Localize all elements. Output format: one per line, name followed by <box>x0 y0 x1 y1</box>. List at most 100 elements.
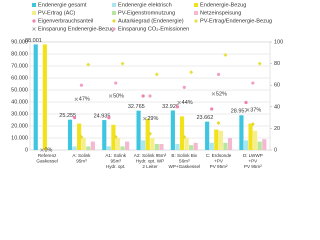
value-label: 24.935 <box>94 114 111 120</box>
value-label: 32.926 <box>162 104 179 110</box>
y2-tick-label: 40 <box>274 104 280 110</box>
y2-tick-label: 20 <box>274 126 280 132</box>
marker <box>154 72 159 77</box>
bar <box>72 146 77 150</box>
marker <box>112 19 116 23</box>
legend-swatch <box>194 11 198 15</box>
x-tick-label: D: LWWP +PV PV 95m² <box>243 153 263 169</box>
bar <box>159 144 164 150</box>
marker <box>175 105 180 109</box>
marker <box>148 94 152 98</box>
y-tick-label: 60.000 <box>11 75 28 81</box>
y-tick-label: 10.000 <box>11 135 28 141</box>
marker <box>32 19 36 23</box>
marker <box>114 81 118 85</box>
bar <box>214 129 219 150</box>
y2-tick-label: 100 <box>274 39 283 45</box>
value-label: 50% <box>113 93 124 99</box>
bar <box>145 118 150 150</box>
bar <box>227 138 233 150</box>
y-tick-label: 0 <box>25 147 28 153</box>
marker <box>108 94 113 98</box>
chart: 0 10.000 20.000 30.000 40.000 50.000 60.000 70.… <box>11 2 283 169</box>
x-tick-label: A: Solink 95m³ <box>72 153 91 164</box>
legend-label: Einsparung CO₂-Emissionen <box>118 26 189 32</box>
bar <box>42 44 47 150</box>
bar <box>184 138 189 150</box>
bar <box>170 110 175 150</box>
bar <box>106 146 111 150</box>
y2-tick-label: 0 <box>274 147 277 153</box>
legend-swatch <box>194 3 198 7</box>
marker <box>141 94 145 98</box>
y-tick-label: 30.000 <box>11 111 28 117</box>
value-label: 25.255 <box>59 113 76 119</box>
marker <box>216 121 221 125</box>
bar <box>262 139 267 150</box>
marker <box>112 27 116 31</box>
x-tick-label: B: Solink Biv 56m³ WP+Gaskessel <box>169 153 201 169</box>
marker <box>79 135 84 140</box>
x-tick-label: Referenz Gaskessel <box>36 153 57 164</box>
legend-label: Endenergie gesamt <box>38 2 87 8</box>
marker <box>177 100 181 105</box>
bar <box>154 144 159 150</box>
marker <box>120 61 125 66</box>
value-label: 44% <box>182 100 193 106</box>
marker <box>143 116 147 121</box>
value-label: 88.001 <box>25 38 42 44</box>
bar <box>189 145 194 150</box>
value-label: 28.957 <box>231 109 248 115</box>
marker <box>194 19 198 23</box>
legend-label: Endenergie elektrisch <box>118 2 172 8</box>
y-tick-label: 80.000 <box>11 51 28 57</box>
marker <box>210 107 214 111</box>
legend-swatch <box>32 3 36 7</box>
legend-label: Netzeinspeisung <box>200 10 241 16</box>
value-label: 37% <box>250 107 261 113</box>
bar <box>125 141 130 150</box>
bar <box>150 138 155 150</box>
marker <box>79 83 84 87</box>
legend-swatch <box>112 3 116 7</box>
bar <box>111 124 116 150</box>
marker <box>244 100 248 105</box>
bar <box>86 146 91 150</box>
marker <box>250 122 255 127</box>
marker <box>32 27 36 31</box>
legend-label: Autarkiegrad (Endenergie) <box>118 18 184 24</box>
value-label: 23.662 <box>196 115 213 121</box>
bar <box>257 141 262 150</box>
bar <box>141 140 146 150</box>
x-tick-label: C: Erdsonde +PV PV 95m² <box>206 153 232 169</box>
bar <box>193 142 198 150</box>
bar <box>102 120 107 150</box>
bar <box>136 110 141 150</box>
x-tick-label: A2: Solink 95m³ Hydr. opt. WP 2 Leiter <box>134 153 167 169</box>
y2-tick-label: 60 <box>274 83 280 89</box>
bar <box>179 116 185 150</box>
bar <box>67 119 73 150</box>
bar <box>253 130 258 150</box>
marker <box>40 148 44 152</box>
bar <box>209 142 214 150</box>
value-label: 29% <box>147 116 158 122</box>
y2-tick-label: 80 <box>274 61 280 67</box>
value-label: 32.765 <box>128 104 145 110</box>
bar <box>218 130 223 150</box>
y-tick-label: 40.000 <box>11 99 28 105</box>
marker <box>211 92 216 96</box>
legend-swatch <box>32 11 36 15</box>
bar <box>239 115 244 150</box>
marker <box>216 72 221 76</box>
marker <box>223 52 228 57</box>
marker <box>72 116 77 120</box>
x-tick-label: A1: Solink 95m³ Hydr. opt. <box>105 153 126 169</box>
legend-label: Eigenverbrauchsanteil <box>38 18 93 24</box>
marker <box>86 62 91 67</box>
y-tick-label: 20.000 <box>11 123 28 129</box>
marker <box>182 135 187 140</box>
bar <box>223 142 228 150</box>
legend-swatch <box>112 11 116 15</box>
marker <box>113 135 118 140</box>
